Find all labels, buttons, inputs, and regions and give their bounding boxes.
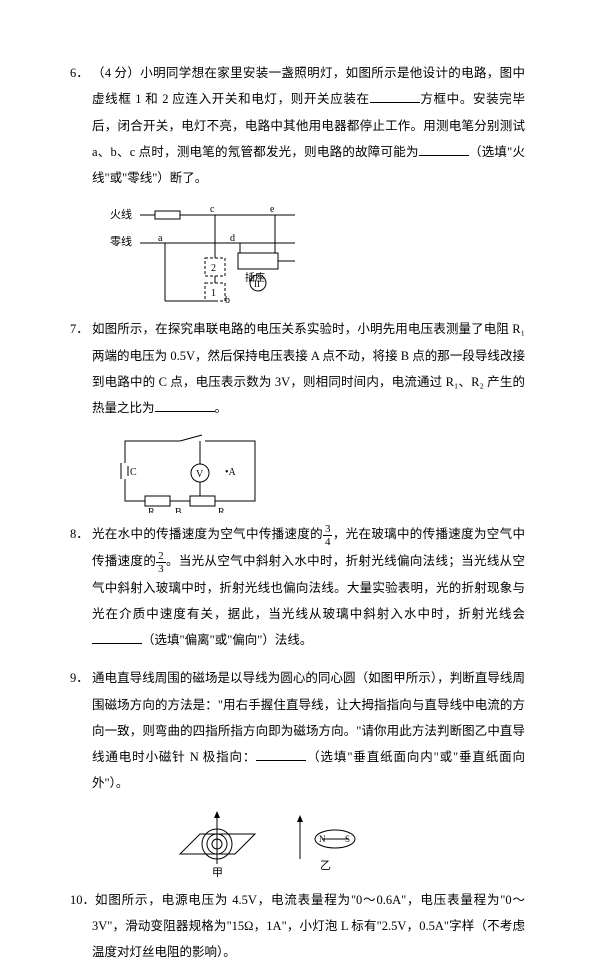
q9-number: 9．	[70, 665, 89, 691]
q7-label-r2: R₂	[148, 507, 158, 513]
q6-blank2	[419, 141, 469, 156]
q7-label-r1: R₁	[218, 507, 228, 513]
q7-label-c: C	[130, 467, 137, 478]
q7-label-v: V	[196, 469, 204, 480]
q7-label-b: B	[175, 507, 182, 513]
q9-blank	[256, 746, 306, 761]
label-zero: 零线	[110, 234, 132, 248]
q10-number: 10．	[70, 887, 95, 913]
q8-blank	[92, 629, 142, 644]
q7-circuit-svg: C V •A R₂ R₁ B	[110, 433, 270, 513]
q9-diagram: 甲 N S 乙	[170, 809, 525, 879]
q8-text4: （选填"偏离"或"偏向"）法线。	[142, 633, 312, 647]
q8-text1: 光在水中的传播速度为空气中传播速度的	[92, 527, 323, 541]
label-box2: 2	[211, 263, 216, 274]
label-a: a	[158, 233, 163, 244]
q7-label-a: •A	[225, 467, 237, 478]
q9-label-jia: 甲	[212, 867, 223, 879]
q7-blank	[155, 397, 215, 412]
q9-label-yi: 乙	[320, 859, 331, 872]
question-10: 10． 如图所示，电源电压为 4.5V，电流表量程为"0～0.6A"，电压表量程…	[70, 887, 525, 965]
q6-blank1	[370, 88, 420, 103]
q6-circuit-svg: 火线 零线 c e a d 2 1 b 插座 II	[110, 203, 310, 308]
question-8: 8． 光在水中的传播速度为空气中传播速度的34，光在玻璃中的传播速度为空气中传播…	[70, 521, 525, 653]
q7-number: 7．	[70, 316, 89, 342]
socket-symbol: II	[254, 279, 260, 289]
label-box1: 1	[211, 288, 216, 299]
label-e: e	[270, 204, 275, 215]
label-b: b	[225, 295, 230, 306]
q9-svg: 甲 N S 乙	[170, 809, 390, 879]
label-d: d	[230, 233, 235, 244]
q7-diagram: C V •A R₂ R₁ B	[110, 433, 525, 513]
q8-frac2: 23	[156, 550, 166, 575]
q10-text1: 如图所示，电源电压为 4.5V，电流表量程为"0～0.6A"，电压表量程为"0～…	[92, 893, 525, 960]
q6-number: 6．	[70, 60, 89, 86]
q8-number: 8．	[70, 521, 89, 547]
question-6: 6． （4 分）小明同学想在家里安装一盏照明灯，如图所示是他设计的电路，图中虚线…	[70, 60, 525, 191]
question-9: 9． 通电直导线周围的磁场是以导线为圆心的同心圆（如图甲所示），判断直导线周围磁…	[70, 665, 525, 796]
q7-text2: 。	[215, 401, 228, 415]
q6-points: （4 分）	[92, 66, 140, 80]
question-7: 7． 如图所示，在探究串联电路的电压关系实验时，小明先用电压表测量了电阻 R₁ …	[70, 316, 525, 421]
label-fire: 火线	[110, 207, 132, 221]
label-c: c	[210, 204, 215, 215]
q6-diagram: 火线 零线 c e a d 2 1 b 插座 II	[110, 203, 525, 308]
